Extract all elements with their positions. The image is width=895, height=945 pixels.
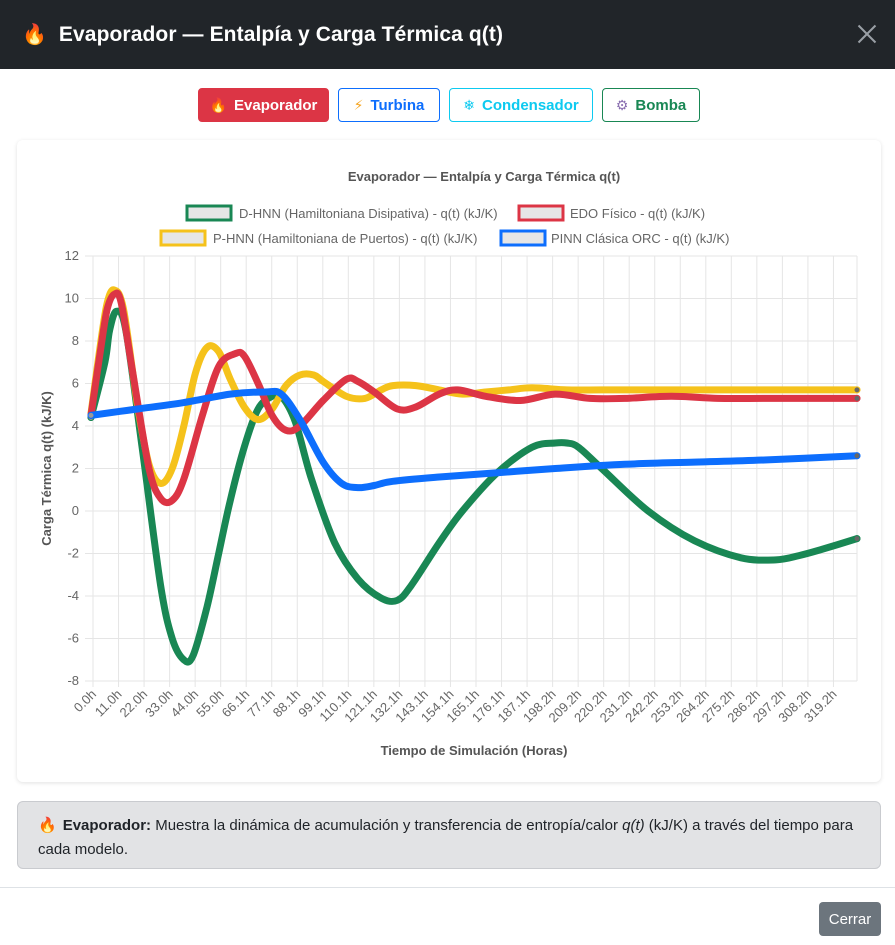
y-tick-label: 4 — [72, 418, 79, 433]
legend-swatch — [159, 229, 207, 247]
legend-label: EDO Físico - q(t) (kJ/K) — [570, 206, 705, 221]
y-tick-label: 12 — [65, 248, 79, 263]
tab-bomba[interactable]: ⚙ Bomba — [602, 88, 700, 122]
legend-label: PINN Clásica ORC - q(t) (kJ/K) — [551, 231, 729, 246]
y-tick-label: 2 — [72, 461, 79, 476]
y-tick-label: 8 — [72, 333, 79, 348]
flame-icon: 🔥 — [22, 24, 47, 46]
tab-evaporador[interactable]: 🔥 Evaporador — [198, 88, 329, 122]
series-point — [87, 411, 95, 419]
tab-label: Evaporador — [234, 96, 318, 114]
info-italic: q(t) — [622, 817, 645, 834]
component-tabs: 🔥 Evaporador ⚡ Turbina ❄ Condensador ⚙ B… — [0, 88, 895, 122]
flame-icon: 🔥 — [38, 817, 57, 834]
tab-label: Turbina — [370, 96, 425, 114]
close-icon[interactable] — [853, 20, 881, 48]
info-text-before: Muestra la dinámica de acumulación y tra… — [151, 817, 623, 834]
series-point — [853, 535, 861, 543]
y-tick-label: -8 — [67, 673, 79, 688]
info-label: Evaporador: — [62, 817, 152, 834]
chart-card: Evaporador — Entalpía y Carga Térmica q(… — [17, 140, 881, 782]
tab-label: Condensador — [482, 96, 579, 114]
legend-swatch — [517, 204, 565, 222]
legend-swatch — [499, 229, 547, 247]
y-tick-label: -4 — [67, 588, 79, 603]
info-text-after: (kJ/K) a través del tiempo para cada mod… — [38, 817, 854, 858]
line-chart: Evaporador — Entalpía y Carga Térmica q(… — [39, 169, 861, 758]
y-axis-label: Carga Térmica q(t) (kJ/K) — [39, 391, 54, 546]
series-point — [853, 452, 861, 460]
series-line — [87, 387, 861, 492]
snowflake-icon: ❄ — [463, 96, 476, 113]
legend-label: D-HNN (Hamiltoniana Disipativa) - q(t) (… — [239, 206, 498, 221]
x-tick-label: 77.1h — [244, 687, 278, 721]
modal-title: Evaporador — Entalpía y Carga Térmica q(… — [58, 22, 504, 46]
modal-header: 🔥 Evaporador — Entalpía y Carga Térmica … — [0, 0, 895, 69]
footer-divider — [0, 887, 895, 888]
legend-swatch — [185, 204, 233, 222]
y-tick-label: 10 — [65, 291, 79, 306]
x-tick-label: 44.0h — [168, 687, 202, 721]
info-box: 🔥 Evaporador: Muestra la dinámica de acum… — [17, 801, 881, 869]
legend-label: P-HNN (Hamiltoniana de Puertos) - q(t) (… — [213, 231, 477, 246]
chart-title: Evaporador — Entalpía y Carga Térmica q(… — [348, 169, 620, 184]
lightning-icon: ⚡ — [353, 96, 364, 113]
x-tick-label: 55.0h — [193, 687, 227, 721]
flame-icon: 🔥 — [209, 96, 228, 113]
x-tick-label: 33.0h — [142, 687, 176, 721]
x-tick-label: 66.1h — [219, 687, 253, 721]
series-point — [853, 394, 861, 402]
x-tick-label: 22.0h — [117, 687, 151, 721]
y-tick-label: -2 — [67, 546, 79, 561]
y-tick-label: -6 — [67, 631, 79, 646]
x-tick-label: 88.1h — [270, 687, 304, 721]
tab-label: Bomba — [635, 96, 687, 114]
tab-condensador[interactable]: ❄ Condensador — [449, 88, 593, 122]
series-point — [853, 386, 861, 394]
series-line — [87, 286, 861, 487]
x-tick-label: 11.0h — [92, 687, 125, 720]
tab-turbina[interactable]: ⚡ Turbina — [338, 88, 440, 122]
series-line — [87, 307, 861, 666]
gear-icon: ⚙ — [615, 96, 629, 113]
close-button[interactable]: Cerrar — [819, 902, 881, 936]
y-tick-label: 6 — [72, 376, 79, 391]
y-tick-label: 0 — [72, 503, 79, 518]
x-axis-label: Tiempo de Simulación (Horas) — [381, 743, 568, 758]
